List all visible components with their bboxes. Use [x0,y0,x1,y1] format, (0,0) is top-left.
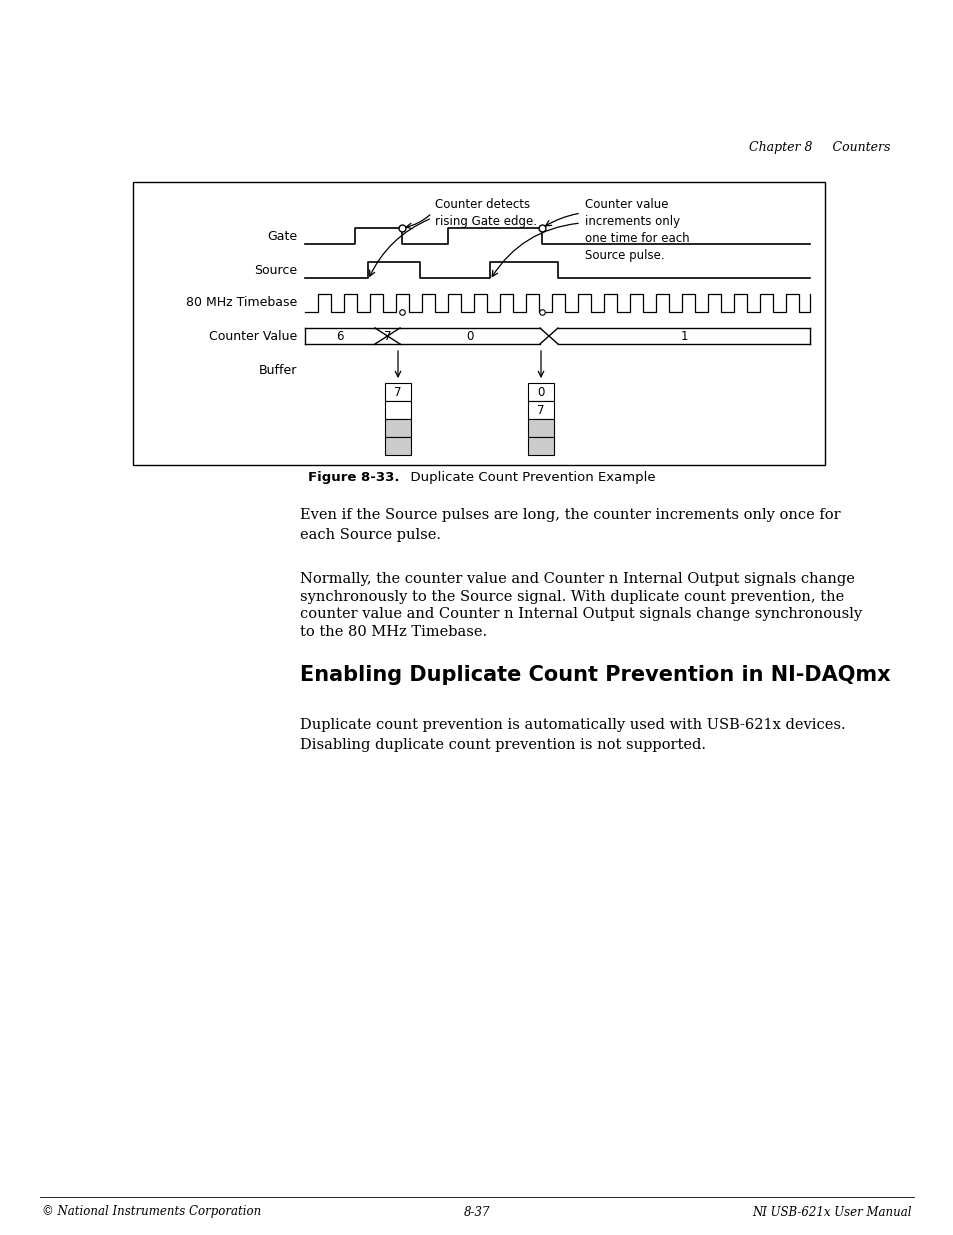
Text: Buffer: Buffer [258,363,296,377]
Text: Source: Source [253,263,296,277]
Text: Counter detects
rising Gate edge.: Counter detects rising Gate edge. [435,198,537,228]
Text: Chapter 8     Counters: Chapter 8 Counters [748,142,890,154]
Text: 8-37: 8-37 [463,1205,490,1219]
Text: 7: 7 [537,404,544,416]
Text: 0: 0 [466,330,474,342]
Bar [527,383,554,401]
Text: 7: 7 [394,385,401,399]
Text: 0: 0 [537,385,544,399]
Text: Figure 8-33.: Figure 8-33. [308,472,399,484]
Text: © National Instruments Corporation: © National Instruments Corporation [42,1205,261,1219]
Bar [385,401,411,419]
Text: Duplicate count prevention is automatically used with USB-621x devices.
Disablin: Duplicate count prevention is automatica… [299,718,844,752]
Text: Gate: Gate [267,230,296,242]
Text: Normally, the counter value and Counter n Internal Output signals change: Normally, the counter value and Counter … [299,572,854,585]
Text: 1: 1 [679,330,687,342]
Bar [527,401,554,419]
Text: counter value and Counter n Internal Output signals change synchronously: counter value and Counter n Internal Out… [299,606,862,621]
Bar [385,437,411,454]
Bar [527,437,554,454]
Text: Counter Value: Counter Value [209,330,296,342]
Text: 6: 6 [335,330,343,342]
Text: 7: 7 [383,330,391,342]
Text: NI USB-621x User Manual: NI USB-621x User Manual [752,1205,911,1219]
Bar [385,419,411,437]
Text: Enabling Duplicate Count Prevention in NI-DAQmx: Enabling Duplicate Count Prevention in N… [299,664,890,685]
Bar [527,419,554,437]
Text: Even if the Source pulses are long, the counter increments only once for
each So: Even if the Source pulses are long, the … [299,508,840,541]
Bar [385,383,411,401]
Bar [132,182,824,466]
Text: Counter value
increments only
one time for each
Source pulse.: Counter value increments only one time f… [584,198,689,262]
Text: synchronously to the Source signal. With duplicate count prevention, the: synchronously to the Source signal. With… [299,589,843,604]
Text: to the 80 MHz Timebase.: to the 80 MHz Timebase. [299,625,487,638]
Text: Duplicate Count Prevention Example: Duplicate Count Prevention Example [401,472,655,484]
Text: 80 MHz Timebase: 80 MHz Timebase [186,296,296,310]
